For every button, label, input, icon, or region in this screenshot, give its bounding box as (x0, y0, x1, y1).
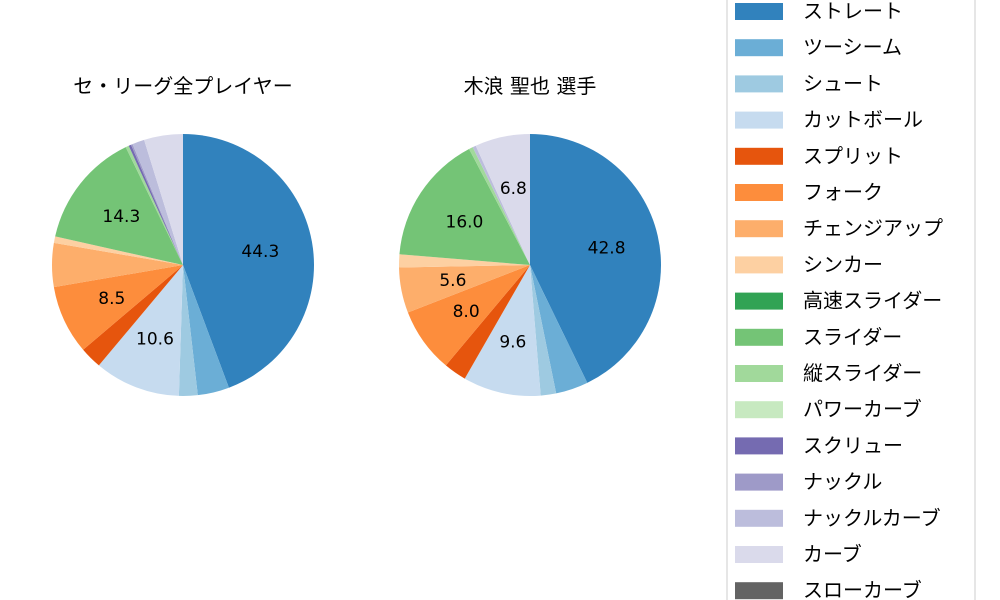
pie-slice-left-12 (128, 144, 183, 265)
legend-swatch (735, 220, 783, 238)
legend-label: シュート (803, 71, 883, 95)
pie-slice-right-9 (399, 149, 530, 265)
pie-data-label: 10.6 (136, 329, 174, 349)
pie-data-label: 44.3 (241, 242, 279, 262)
pie-data-label: 5.6 (439, 271, 466, 291)
legend-label: スライダー (803, 325, 902, 349)
pie-slice-left-2 (178, 265, 198, 396)
legend-swatch (735, 473, 783, 491)
right-pie-title: 木浪 聖也 選手 (464, 74, 597, 98)
pie-data-label: 9.6 (499, 333, 526, 353)
pie-slice-left-7 (53, 236, 184, 265)
legend-swatch (735, 365, 783, 382)
pie-slice-right-0 (530, 134, 661, 383)
pie-slice-left-13 (130, 144, 183, 265)
pie-slice-right-10 (469, 147, 530, 265)
pie-data-label: 8.5 (98, 289, 125, 309)
legend-label: カーブ (803, 542, 862, 566)
pie-slice-right-7 (399, 254, 530, 268)
legend-label: ストレート (803, 0, 903, 23)
legend-swatch (735, 401, 783, 419)
legend-swatch (735, 509, 783, 527)
pie-slice-right-3 (464, 265, 541, 397)
legend-swatch (735, 75, 783, 93)
pie-slice-left-14 (132, 139, 183, 265)
legend: ストレートツーシームシュートカットボールスプリットフォークチェンジアップシンカー… (726, 0, 976, 600)
legend-label: フォーク (803, 180, 883, 204)
legend-swatch (735, 292, 783, 310)
legend-swatch (735, 582, 783, 600)
legend-swatch (735, 256, 783, 274)
pie-data-label: 16.0 (446, 213, 484, 233)
legend-label: カットボール (803, 108, 923, 132)
pie-slice-left-4 (83, 265, 183, 366)
legend-swatch (735, 39, 783, 57)
legend-swatch (735, 546, 783, 563)
pie-slice-left-10 (125, 145, 183, 265)
pie-data-label: 8.0 (453, 302, 480, 322)
legend-label: チェンジアップ (803, 216, 943, 240)
legend-label: ナックルカーブ (803, 506, 941, 530)
pie-slice-right-5 (407, 265, 530, 366)
pie-slice-left-5 (53, 265, 184, 350)
legend-swatch (735, 437, 783, 455)
pie-slice-right-4 (445, 265, 530, 379)
pie-slice-right-14 (472, 145, 530, 265)
pie-slice-left-6 (51, 242, 183, 288)
pie-slice-left-3 (98, 265, 183, 396)
legend-label: ツーシーム (803, 35, 902, 59)
pie-data-label: 42.8 (588, 238, 626, 258)
pie-slice-left-9 (55, 147, 183, 265)
legend-label: ナックル (803, 470, 882, 494)
pie-slice-left-15 (144, 134, 183, 265)
legend-swatch (735, 3, 783, 20)
pie-slice-left-0 (183, 134, 314, 388)
legend-swatch (735, 328, 783, 346)
pie-data-label: 6.8 (500, 179, 527, 199)
pie-slice-right-15 (475, 134, 530, 265)
pie-data-label: 14.3 (102, 207, 140, 227)
legend-label: 縦スライダー (803, 361, 922, 385)
legend-label: 高速スライダー (803, 289, 942, 313)
legend-label: シンカー (803, 252, 883, 276)
legend-label: スプリット (803, 144, 903, 168)
legend-label: スクリュー (803, 433, 903, 457)
legend-swatch (735, 147, 783, 165)
pie-slice-right-2 (530, 265, 557, 396)
left-pie-title: セ・リーグ全プレイヤー (73, 74, 292, 98)
legend-swatch (735, 184, 783, 201)
legend-label: スローカーブ (803, 578, 922, 600)
pie-slice-right-6 (399, 265, 530, 313)
pie-slice-left-1 (183, 265, 229, 396)
legend-label: パワーカーブ (803, 397, 922, 421)
pie-slice-right-1 (530, 265, 588, 394)
legend-swatch (735, 111, 783, 129)
